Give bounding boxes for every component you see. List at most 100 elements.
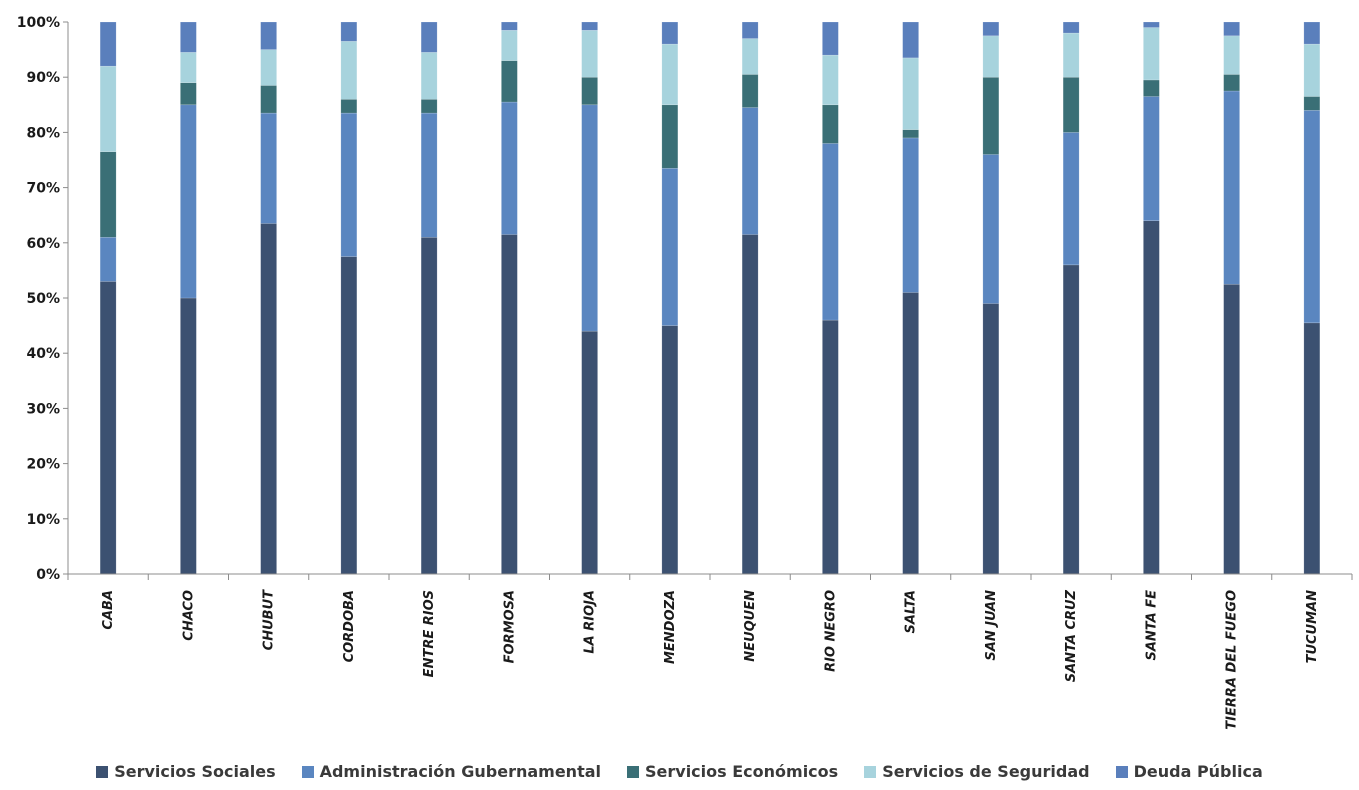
- bar-segment: [741, 234, 759, 575]
- bar-segment: [822, 143, 839, 321]
- legend-item: Administración Gubernamental: [301, 762, 601, 781]
- bar-segment: [822, 319, 839, 575]
- category-label: TIERRA DEL FUEGO: [1225, 590, 1240, 730]
- bar-segment: [1143, 27, 1160, 81]
- bar-segment: [661, 325, 679, 575]
- bar-segment: [99, 237, 117, 282]
- bar-segment: [1303, 110, 1321, 324]
- bars: [99, 21, 1321, 575]
- bar-segment: [1062, 132, 1080, 266]
- bar-segment: [982, 76, 1000, 155]
- category-label: NEUQUEN: [743, 590, 758, 662]
- bar-segment: [741, 21, 759, 39]
- bar-segment: [1223, 74, 1240, 92]
- bar-segment: [581, 30, 598, 78]
- bar-segment: [661, 104, 679, 169]
- bar-segment: [822, 21, 839, 56]
- bar-segment: [340, 41, 358, 100]
- bar-segment: [1223, 90, 1240, 285]
- bar-segment: [1062, 32, 1080, 78]
- category-label: CHACO: [181, 590, 196, 641]
- bar-segment: [501, 21, 518, 31]
- bar-segment: [661, 43, 679, 106]
- legend-swatch: [627, 765, 639, 778]
- legend-label: Servicios Económicos: [645, 762, 839, 781]
- bar-segment: [982, 303, 1000, 575]
- bar-segment: [420, 112, 438, 238]
- bar-segment: [420, 21, 438, 53]
- bar-segment: [822, 104, 839, 144]
- bar-segment: [982, 35, 1000, 78]
- y-tick-label: 100%: [17, 15, 60, 31]
- bar-segment: [822, 54, 839, 106]
- category-label: CABA: [101, 590, 116, 630]
- bar-segment: [420, 52, 438, 100]
- legend-label: Deuda Pública: [1133, 762, 1263, 781]
- category-label: MENDOZA: [663, 590, 678, 664]
- category-label: SANTA FE: [1144, 590, 1159, 661]
- y-tick-label: 60%: [26, 236, 60, 252]
- bar-segment: [1223, 21, 1240, 37]
- bar-segment: [99, 21, 117, 67]
- y-axis: 0% 10% 20% 30% 40% 50% 60% 70% 80% 90% 100%: [17, 15, 69, 583]
- bar-segment: [501, 60, 518, 103]
- bar-segment: [180, 21, 197, 53]
- bar-segment: [1303, 43, 1321, 97]
- bar-segment: [741, 38, 759, 75]
- bar-segment: [420, 237, 438, 575]
- category-label: SALTA: [904, 590, 919, 633]
- bar-segment: [180, 82, 197, 106]
- bar-segment: [902, 57, 919, 130]
- y-tick-label: 30%: [26, 401, 60, 417]
- legend-label: Administración Gubernamental: [319, 762, 601, 781]
- bar-segment: [1223, 35, 1240, 75]
- bar-segment: [180, 104, 197, 299]
- bar-segment: [1062, 21, 1080, 34]
- y-tick-label: 10%: [26, 512, 60, 528]
- bar-segment: [180, 52, 197, 83]
- bar-segment: [99, 151, 117, 238]
- bar-segment: [260, 112, 277, 224]
- bar-segment: [501, 101, 518, 235]
- bar-segment: [1303, 21, 1321, 45]
- category-label: TUCUMAN: [1305, 590, 1320, 664]
- bar-segment: [902, 292, 919, 575]
- y-tick-label: 70%: [26, 181, 60, 197]
- bar-segment: [260, 85, 277, 114]
- bar-segment: [260, 49, 277, 86]
- bar-segment: [340, 112, 358, 257]
- bar-segment: [982, 154, 1000, 304]
- category-label: ENTRE RIOS: [422, 590, 437, 677]
- bar-segment: [260, 21, 277, 50]
- legend-swatch: [96, 765, 109, 778]
- bar-segment: [982, 21, 1000, 37]
- bar-segment: [902, 129, 919, 139]
- bar-segment: [99, 281, 117, 575]
- category-label: FORMOSA: [502, 590, 517, 663]
- x-axis: CABA CHACO CHUBUT CORDOBA ENTRE RIOS FORMOSA L…: [67, 573, 1353, 730]
- y-tick-label: 80%: [26, 125, 60, 141]
- bar-segment: [902, 21, 919, 59]
- bar-segment: [99, 65, 117, 152]
- bar-segment: [902, 137, 919, 293]
- legend: Servicios Sociales Administración Guberna…: [0, 762, 1359, 781]
- y-tick-label: 40%: [26, 346, 60, 362]
- stacked-bar-chart: 0% 10% 20% 30% 40% 50% 60% 70% 80% 90% 100% CABA CH…: [17, 15, 1353, 730]
- bar-segment: [1143, 220, 1160, 575]
- bar-segment: [581, 104, 598, 332]
- bar-segment: [1223, 283, 1240, 575]
- bar-segment: [741, 107, 759, 235]
- y-tick-label: 50%: [26, 291, 60, 307]
- bar-segment: [420, 99, 438, 114]
- bar-segment: [1062, 264, 1080, 575]
- bar-segment: [1303, 322, 1321, 575]
- legend-swatch: [301, 765, 314, 778]
- bar-segment: [661, 21, 679, 45]
- bar-segment: [340, 99, 358, 114]
- bar-segment: [1143, 79, 1160, 97]
- category-label: CORDOBA: [342, 590, 357, 662]
- y-tick-label: 90%: [26, 70, 60, 86]
- bar-segment: [1143, 21, 1160, 28]
- y-tick-label: 0%: [36, 567, 60, 583]
- legend-item: Servicios de Seguridad: [864, 762, 1090, 781]
